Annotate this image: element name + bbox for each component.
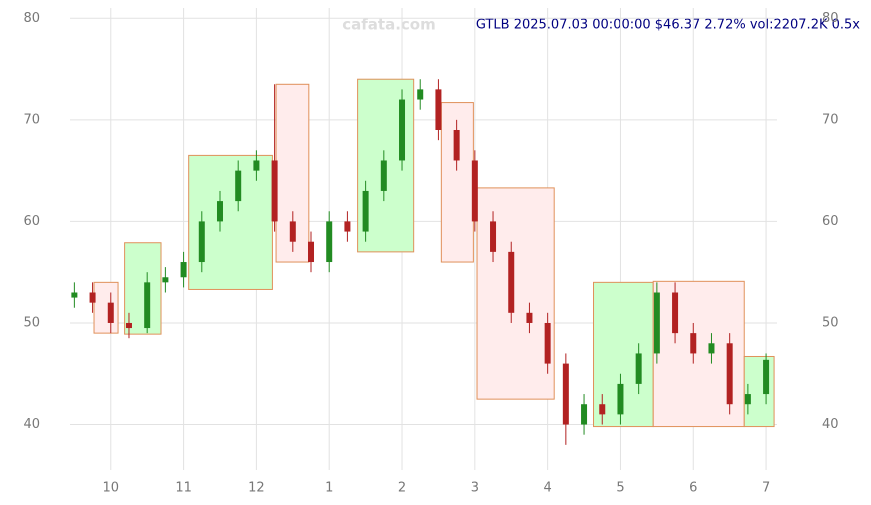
candle-body <box>253 160 260 171</box>
y-tick-label-right: 40 <box>822 417 839 432</box>
x-tick-label: 12 <box>248 481 265 496</box>
candle-body <box>107 302 114 323</box>
candle-body <box>672 292 679 334</box>
candle-body <box>708 343 715 354</box>
candle-body <box>89 292 96 303</box>
x-tick-label: 7 <box>762 481 770 496</box>
candle-body <box>344 221 351 232</box>
x-tick-label: 4 <box>544 481 552 496</box>
y-tick-label-right: 70 <box>822 112 839 127</box>
candle-body <box>435 89 442 130</box>
candle-body <box>125 322 132 329</box>
candle-body <box>289 221 296 242</box>
x-tick-label: 2 <box>398 481 406 496</box>
candle-body <box>71 292 78 298</box>
signal-box <box>124 242 162 335</box>
candle-body <box>198 221 205 263</box>
candle-body <box>562 363 569 425</box>
x-tick-label: 1 <box>325 481 333 496</box>
candle-body <box>216 201 223 222</box>
signal-box <box>743 355 775 428</box>
candle-body <box>180 262 187 278</box>
candle-body <box>581 404 588 425</box>
candle-body <box>162 277 169 283</box>
candle-body <box>508 251 515 313</box>
candle-body <box>326 221 333 263</box>
candle-body <box>653 292 660 354</box>
candle-body <box>308 241 315 263</box>
candle-body <box>690 333 697 354</box>
candle-body <box>763 359 770 395</box>
y-tick-label: 40 <box>23 417 40 432</box>
candle-body <box>635 353 642 384</box>
candle-body <box>726 343 733 405</box>
candle-body <box>490 221 497 252</box>
candle-body <box>235 170 242 202</box>
x-tick-label: 3 <box>471 481 479 496</box>
candle-body <box>144 282 151 329</box>
y-tick-label-right: 50 <box>822 315 839 330</box>
candle-body <box>544 322 551 364</box>
candle-body <box>599 404 606 415</box>
signal-box <box>476 187 555 400</box>
chart-title: GTLB 2025.07.03 00:00:00 $46.37 2.72% vo… <box>476 18 860 33</box>
signal-box <box>440 102 474 263</box>
x-tick-label: 11 <box>175 481 192 496</box>
candle-body <box>399 99 406 161</box>
y-tick-label: 60 <box>23 214 40 229</box>
candle-body <box>526 312 533 323</box>
candle-body <box>617 383 624 415</box>
y-tick-label: 50 <box>23 315 40 330</box>
x-tick-label: 6 <box>689 481 697 496</box>
candle-body <box>380 160 387 191</box>
candle-body <box>362 190 369 232</box>
candle-body <box>471 160 478 222</box>
y-tick-label: 80 <box>23 11 40 26</box>
candle-body <box>417 89 424 100</box>
signal-box <box>93 281 119 334</box>
x-tick-label: 5 <box>616 481 624 496</box>
x-tick-label: 10 <box>103 481 120 496</box>
y-tick-label-right: 80 <box>822 11 839 26</box>
candle-body <box>453 130 460 161</box>
y-tick-label: 70 <box>23 112 40 127</box>
candle-body <box>271 160 278 222</box>
y-tick-label-right: 60 <box>822 214 839 229</box>
candle-body <box>744 394 751 405</box>
watermark: cafata.com <box>342 16 435 34</box>
